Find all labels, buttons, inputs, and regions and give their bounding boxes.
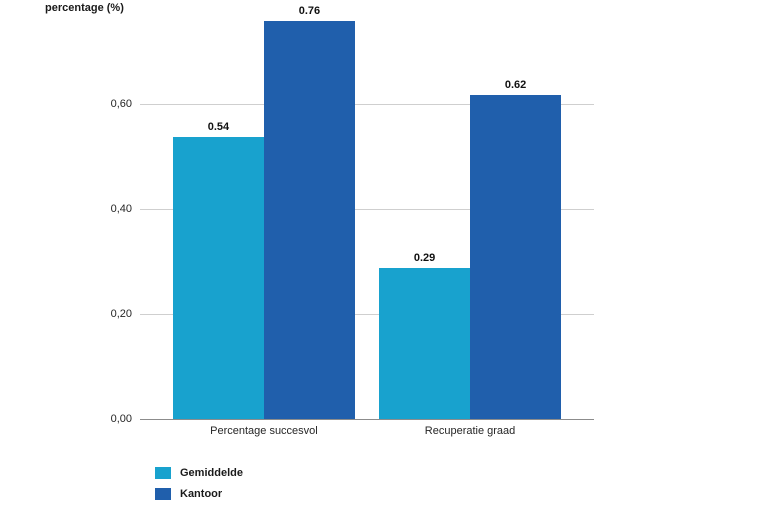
bar-kantoor-recuperatie-graad [470,94,562,420]
legend-swatch-kantoor [155,487,171,500]
legend-label-gemiddelde: Gemiddelde [180,466,243,479]
bar-kantoor-percentage-succesvol [263,21,355,420]
value-label-gemiddelde-recuperatie-graad: 0.29 [413,251,436,264]
y-tick-label: 0,40 [110,203,132,215]
value-label-kantoor-recuperatie-graad: 0.62 [504,78,527,91]
bar-gemiddelde-recuperatie-graad [379,267,471,420]
plot-area: 0,00 0,20 0,40 0,60 0.54 0.76 Percentage succe… [111,0,594,437]
category-label-percentage-succesvol: Percentage succesvol [210,425,318,437]
gridline [140,314,594,315]
y-axis-title: percentage (%) [45,2,124,14]
bar-gemiddelde-percentage-succesvol [172,136,264,420]
value-label-gemiddelde-percentage-succesvol: 0.54 [207,120,230,133]
y-tick-label: 0,60 [110,98,132,110]
gridline [140,209,594,210]
x-axis-line [140,419,594,420]
legend-label-kantoor: Kantoor [180,487,223,500]
value-label-kantoor-percentage-succesvol: 0.76 [298,5,321,17]
legend: Gemiddelde Kantoor [155,466,243,508]
y-tick-label: 0,20 [110,308,132,320]
legend-item-kantoor: Kantoor [155,487,243,500]
gridline [140,104,594,105]
y-tick-label: 0,00 [110,413,132,425]
legend-item-gemiddelde: Gemiddelde [155,466,243,479]
legend-swatch-gemiddelde [155,466,171,479]
category-label-recuperatie-graad: Recuperatie graad [424,425,516,437]
